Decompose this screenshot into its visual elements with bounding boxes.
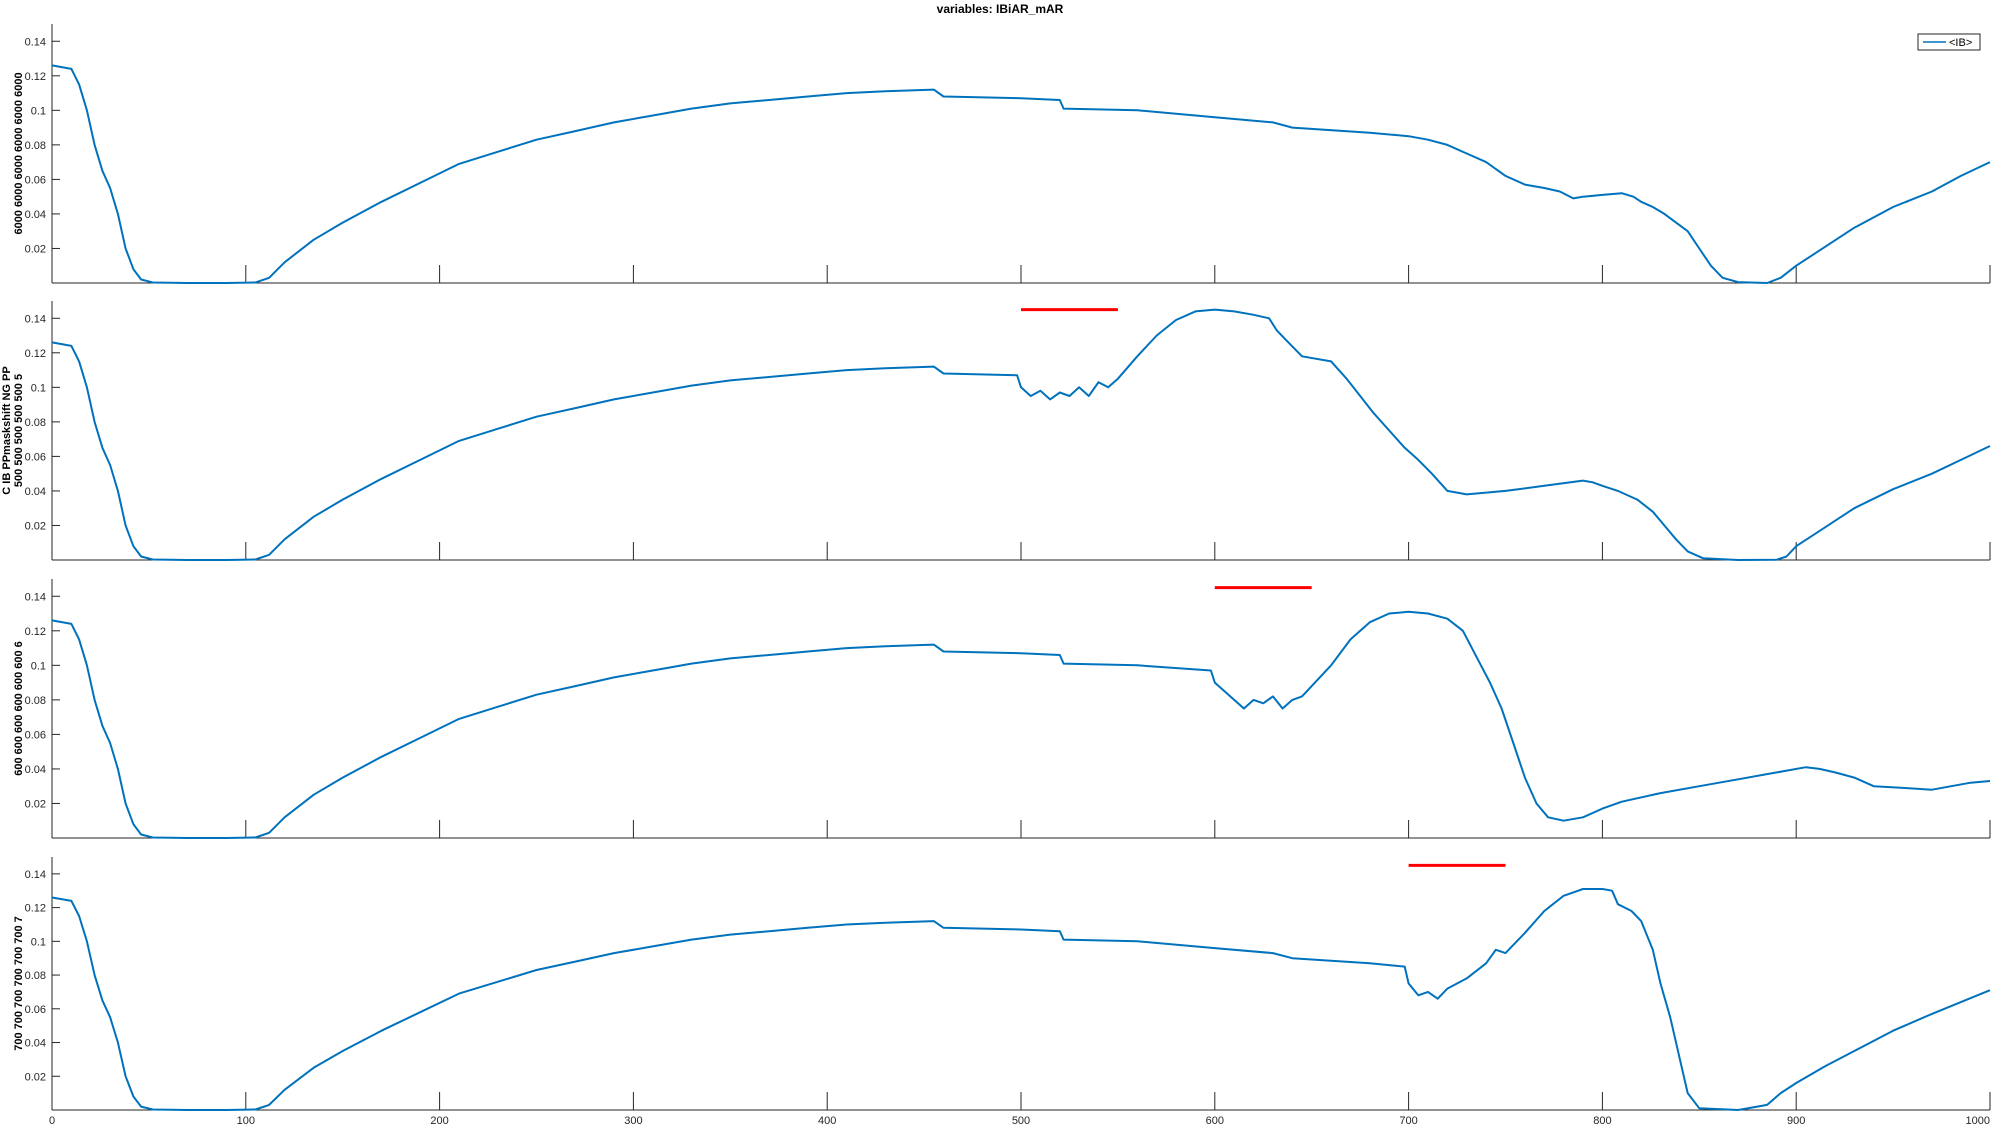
y-tick-label: 0.12: [25, 71, 46, 83]
y-axis-label: 600 600 600 600 600 600 6: [13, 641, 25, 776]
y-axis-label: 500 500 500 500 500 5: [13, 374, 25, 487]
series-line: [51, 888, 1991, 1111]
subplot-2: 0.02 0.04 0.06 0.08 0.1 0.12 0.14 C IB PPmasksh…: [1, 301, 1991, 561]
y-tick-label: 0.08: [25, 417, 46, 429]
y-tick-label: 0.02: [25, 243, 46, 255]
y-tick-label: 0.1: [31, 660, 46, 672]
x-tick-label: 0: [49, 1115, 55, 1125]
y-tick-label: 0.12: [25, 348, 46, 360]
x-tick-label: 300: [624, 1115, 642, 1125]
y-tick-label: 0.06: [25, 451, 46, 463]
y-tick-label: 0.1: [31, 936, 46, 948]
x-tick-label: 700: [1399, 1115, 1417, 1125]
y-tick-label: 0.06: [25, 1004, 46, 1016]
x-tick-label: 100: [237, 1115, 255, 1125]
y-tick-label: 0.14: [25, 313, 46, 325]
legend: <IB>: [1917, 33, 1981, 51]
y-tick-label: 0.1: [31, 382, 46, 394]
y-tick-label: 0.04: [25, 209, 46, 221]
y-tick-label: 0.04: [25, 486, 46, 498]
x-tick-label: 200: [430, 1115, 448, 1125]
subplot-4: 0.02 0.04 0.06 0.08 0.1 0.12 0.14 0 100 200 300 400…: [13, 857, 1991, 1125]
x-tick-label: 900: [1787, 1115, 1805, 1125]
y-tick-label: 0.14: [25, 591, 46, 603]
subplot-1: 0.02 0.04 0.06 0.08 0.1 0.12 0.14 6000 6000 600…: [13, 24, 1991, 284]
figure-title: variables: IBiAR_mAR: [937, 2, 1064, 16]
y-tick-label: 0.02: [25, 1071, 46, 1083]
x-tick-label: 500: [1012, 1115, 1030, 1125]
y-tick-label: 0.1: [31, 105, 46, 117]
series-line: [51, 308, 1991, 561]
series-line: [51, 610, 1991, 839]
series-line: [51, 64, 1991, 284]
y-tick-label: 0.12: [25, 626, 46, 638]
y-tick-label: 0.08: [25, 970, 46, 982]
x-tick-label: 400: [818, 1115, 836, 1125]
y-axis-label: 6000 6000 6000 6000 6000 6000: [13, 72, 25, 234]
y-tick-label: 0.02: [25, 798, 46, 810]
legend-box: [1917, 33, 1981, 51]
y-tick-label: 0.08: [25, 695, 46, 707]
x-tick-label: 1000: [1966, 1115, 1990, 1125]
y-tick-label: 0.12: [25, 903, 46, 915]
y-tick-label: 0.04: [25, 764, 46, 776]
y-tick-label: 0.14: [25, 869, 46, 881]
x-tick-label: 600: [1206, 1115, 1224, 1125]
y-axis-label: 700 700 700 700 700 700 7: [13, 916, 25, 1051]
y-tick-label: 0.08: [25, 140, 46, 152]
x-tick-label: 800: [1593, 1115, 1611, 1125]
y-tick-label: 0.02: [25, 520, 46, 532]
y-tick-label: 0.04: [25, 1038, 46, 1050]
y-tick-label: 0.14: [25, 36, 46, 48]
y-axis-label: C IB PPmaskshift NG PP: [1, 366, 13, 494]
y-tick-label: 0.06: [25, 174, 46, 186]
legend-label: <IB>: [1949, 37, 1972, 49]
y-tick-label: 0.06: [25, 729, 46, 741]
subplot-3: 0.02 0.04 0.06 0.08 0.1 0.12 0.14 600 600 600 6…: [13, 579, 1991, 839]
